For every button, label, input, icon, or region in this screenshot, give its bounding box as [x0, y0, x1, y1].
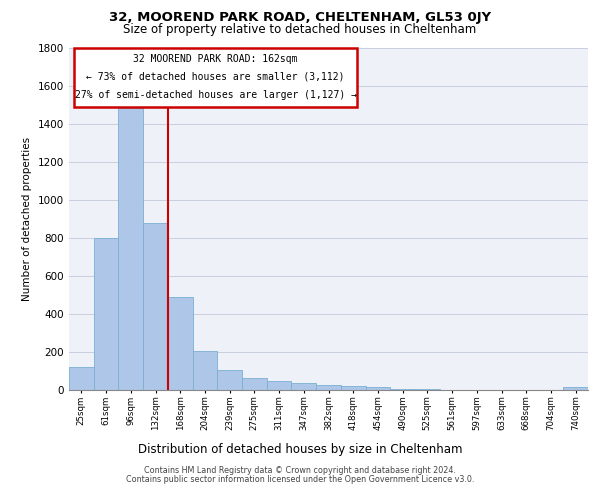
Bar — [118, 108, 143, 390]
Text: Size of property relative to detached houses in Cheltenham: Size of property relative to detached ho… — [124, 22, 476, 36]
Bar — [94, 238, 118, 390]
Bar — [316, 385, 341, 390]
Bar — [242, 378, 267, 390]
Text: 32 MOOREND PARK ROAD: 162sqm: 32 MOOREND PARK ROAD: 162sqm — [133, 54, 298, 64]
Bar — [143, 222, 168, 390]
Bar — [217, 370, 242, 390]
Bar — [168, 297, 193, 390]
Y-axis label: Number of detached properties: Number of detached properties — [22, 136, 32, 301]
Bar — [292, 384, 316, 390]
Bar — [69, 367, 94, 390]
Bar — [390, 389, 415, 390]
Bar — [341, 386, 365, 390]
Bar — [563, 388, 588, 390]
Bar — [267, 382, 292, 390]
FancyBboxPatch shape — [74, 48, 357, 108]
Text: Contains HM Land Registry data © Crown copyright and database right 2024.: Contains HM Land Registry data © Crown c… — [144, 466, 456, 475]
Bar — [193, 351, 217, 390]
Text: 32, MOOREND PARK ROAD, CHELTENHAM, GL53 0JY: 32, MOOREND PARK ROAD, CHELTENHAM, GL53 … — [109, 11, 491, 24]
Text: 27% of semi-detached houses are larger (1,127) →: 27% of semi-detached houses are larger (… — [74, 90, 356, 100]
Bar — [365, 386, 390, 390]
Text: Distribution of detached houses by size in Cheltenham: Distribution of detached houses by size … — [138, 442, 462, 456]
Text: Contains public sector information licensed under the Open Government Licence v3: Contains public sector information licen… — [126, 475, 474, 484]
Text: ← 73% of detached houses are smaller (3,112): ← 73% of detached houses are smaller (3,… — [86, 72, 345, 82]
